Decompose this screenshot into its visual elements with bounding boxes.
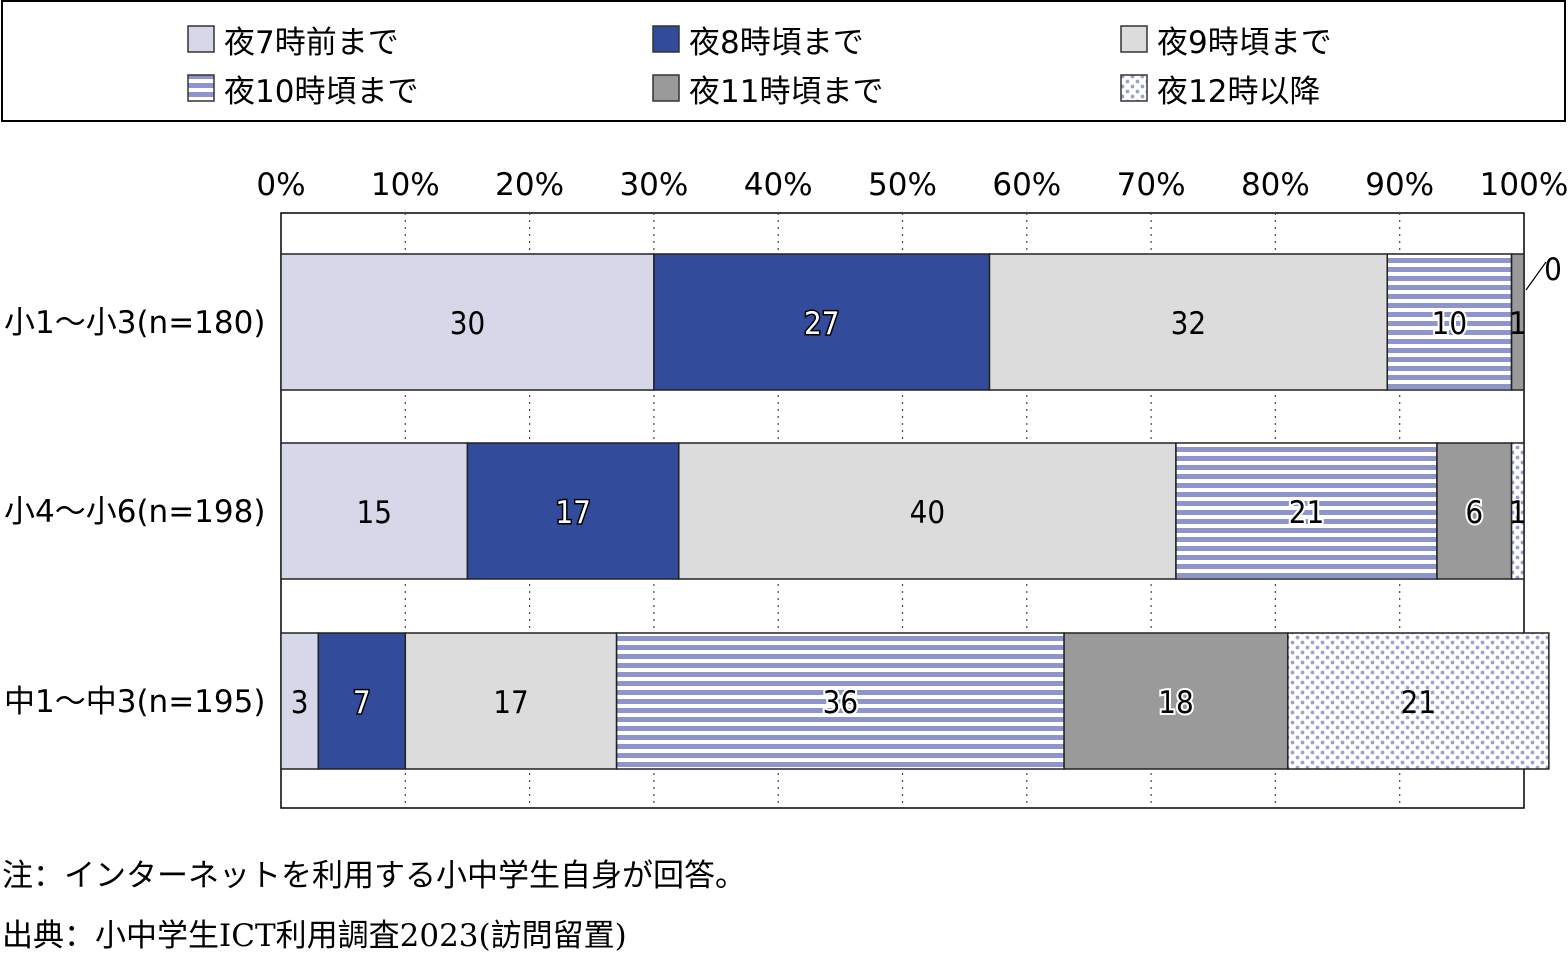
category-label: 小1～小3(n=180) xyxy=(4,305,265,341)
data-label: 7 xyxy=(353,685,371,721)
data-label: 15 xyxy=(356,495,391,531)
bar-segment xyxy=(1175,442,1438,580)
legend-label: 夜10時頃まで xyxy=(224,73,419,110)
data-label: 17 xyxy=(555,495,590,531)
legend-label: 夜7時前まで xyxy=(224,24,399,61)
data-label: 36 xyxy=(823,685,858,721)
data-label: 1 xyxy=(1509,495,1527,531)
legend-swatch xyxy=(652,74,680,102)
x-tick-label: 90% xyxy=(1365,167,1434,203)
bar-segment xyxy=(1287,632,1550,770)
legend-swatch xyxy=(1120,25,1148,53)
x-tick-label: 10% xyxy=(371,167,440,203)
bar-segment xyxy=(280,253,655,391)
legend: 夜7時前まで 夜8時頃まで 夜9時頃まで夜10時頃まで 夜11時頃まで 夜12時以降 xyxy=(1,0,1566,122)
data-label: 10 xyxy=(1432,306,1467,342)
legend-item: 夜9時頃まで xyxy=(1120,19,1332,61)
legend-label: 夜8時頃まで xyxy=(689,24,864,61)
legend-swatch xyxy=(1120,74,1148,102)
x-tick-label: 80% xyxy=(1241,167,1310,203)
data-label: 32 xyxy=(1171,306,1206,342)
bar-segment xyxy=(317,632,407,770)
bar-segment xyxy=(615,632,1065,770)
bar-segment xyxy=(466,442,680,580)
x-tick-label: 0% xyxy=(256,167,305,203)
x-tick-label: 100% xyxy=(1480,167,1568,203)
data-label: 6 xyxy=(1465,495,1483,531)
legend-label: 夜12時以降 xyxy=(1157,73,1321,110)
legend-item: 夜12時以降 xyxy=(1120,68,1321,110)
bar-segment xyxy=(280,442,469,580)
category-label: 中1～中3(n=195) xyxy=(4,684,265,720)
bar-segment xyxy=(1510,253,1525,391)
legend-swatch xyxy=(187,25,215,53)
bar-segment xyxy=(280,632,320,770)
data-label: 40 xyxy=(910,495,945,531)
data-label: 17 xyxy=(493,685,528,721)
source-text: 出典：小中学生ICT利用調査2023(訪問留置) xyxy=(2,918,627,954)
note-text: 注：インターネットを利用する小中学生自身が回答。 xyxy=(2,858,746,894)
data-label: 21 xyxy=(1401,685,1436,721)
x-tick-label: 40% xyxy=(744,167,813,203)
bar-segment xyxy=(678,442,1177,580)
legend-item: 夜8時頃まで xyxy=(652,19,864,61)
legend-swatch xyxy=(652,25,680,53)
leader-line xyxy=(1525,261,1547,291)
legend-label: 夜11時頃まで xyxy=(689,73,884,110)
category-label: 小4～小6(n=198) xyxy=(4,494,265,530)
x-tick-label: 60% xyxy=(992,167,1061,203)
x-tick-label: 70% xyxy=(1117,167,1186,203)
data-label: 1 xyxy=(1509,306,1527,342)
data-label: 21 xyxy=(1289,495,1324,531)
x-tick-label: 50% xyxy=(868,167,937,203)
data-label: 3 xyxy=(291,685,309,721)
bar-segment xyxy=(1386,253,1513,391)
bar-segment xyxy=(988,253,1389,391)
data-label: 30 xyxy=(450,306,485,342)
legend-item: 夜10時頃まで xyxy=(187,68,419,110)
data-label: 0 xyxy=(1544,252,1562,288)
bar-segment xyxy=(653,253,991,391)
data-label: 18 xyxy=(1158,685,1193,721)
x-tick-label: 20% xyxy=(495,167,564,203)
legend-swatch xyxy=(187,74,215,102)
bar-segment xyxy=(1510,442,1525,580)
legend-label: 夜9時頃まで xyxy=(1157,24,1332,61)
legend-item: 夜7時前まで xyxy=(187,19,399,61)
data-label: 27 xyxy=(804,306,839,342)
legend-item: 夜11時頃まで xyxy=(652,68,884,110)
chart-area: 0% 10% 20% 30% 40% 50% 60% 70% 80% 90% 100% 小1～小3(n… xyxy=(4,167,1568,809)
bar-segment xyxy=(404,632,618,770)
x-tick-label: 30% xyxy=(619,167,688,203)
bar-segment xyxy=(1436,442,1513,580)
